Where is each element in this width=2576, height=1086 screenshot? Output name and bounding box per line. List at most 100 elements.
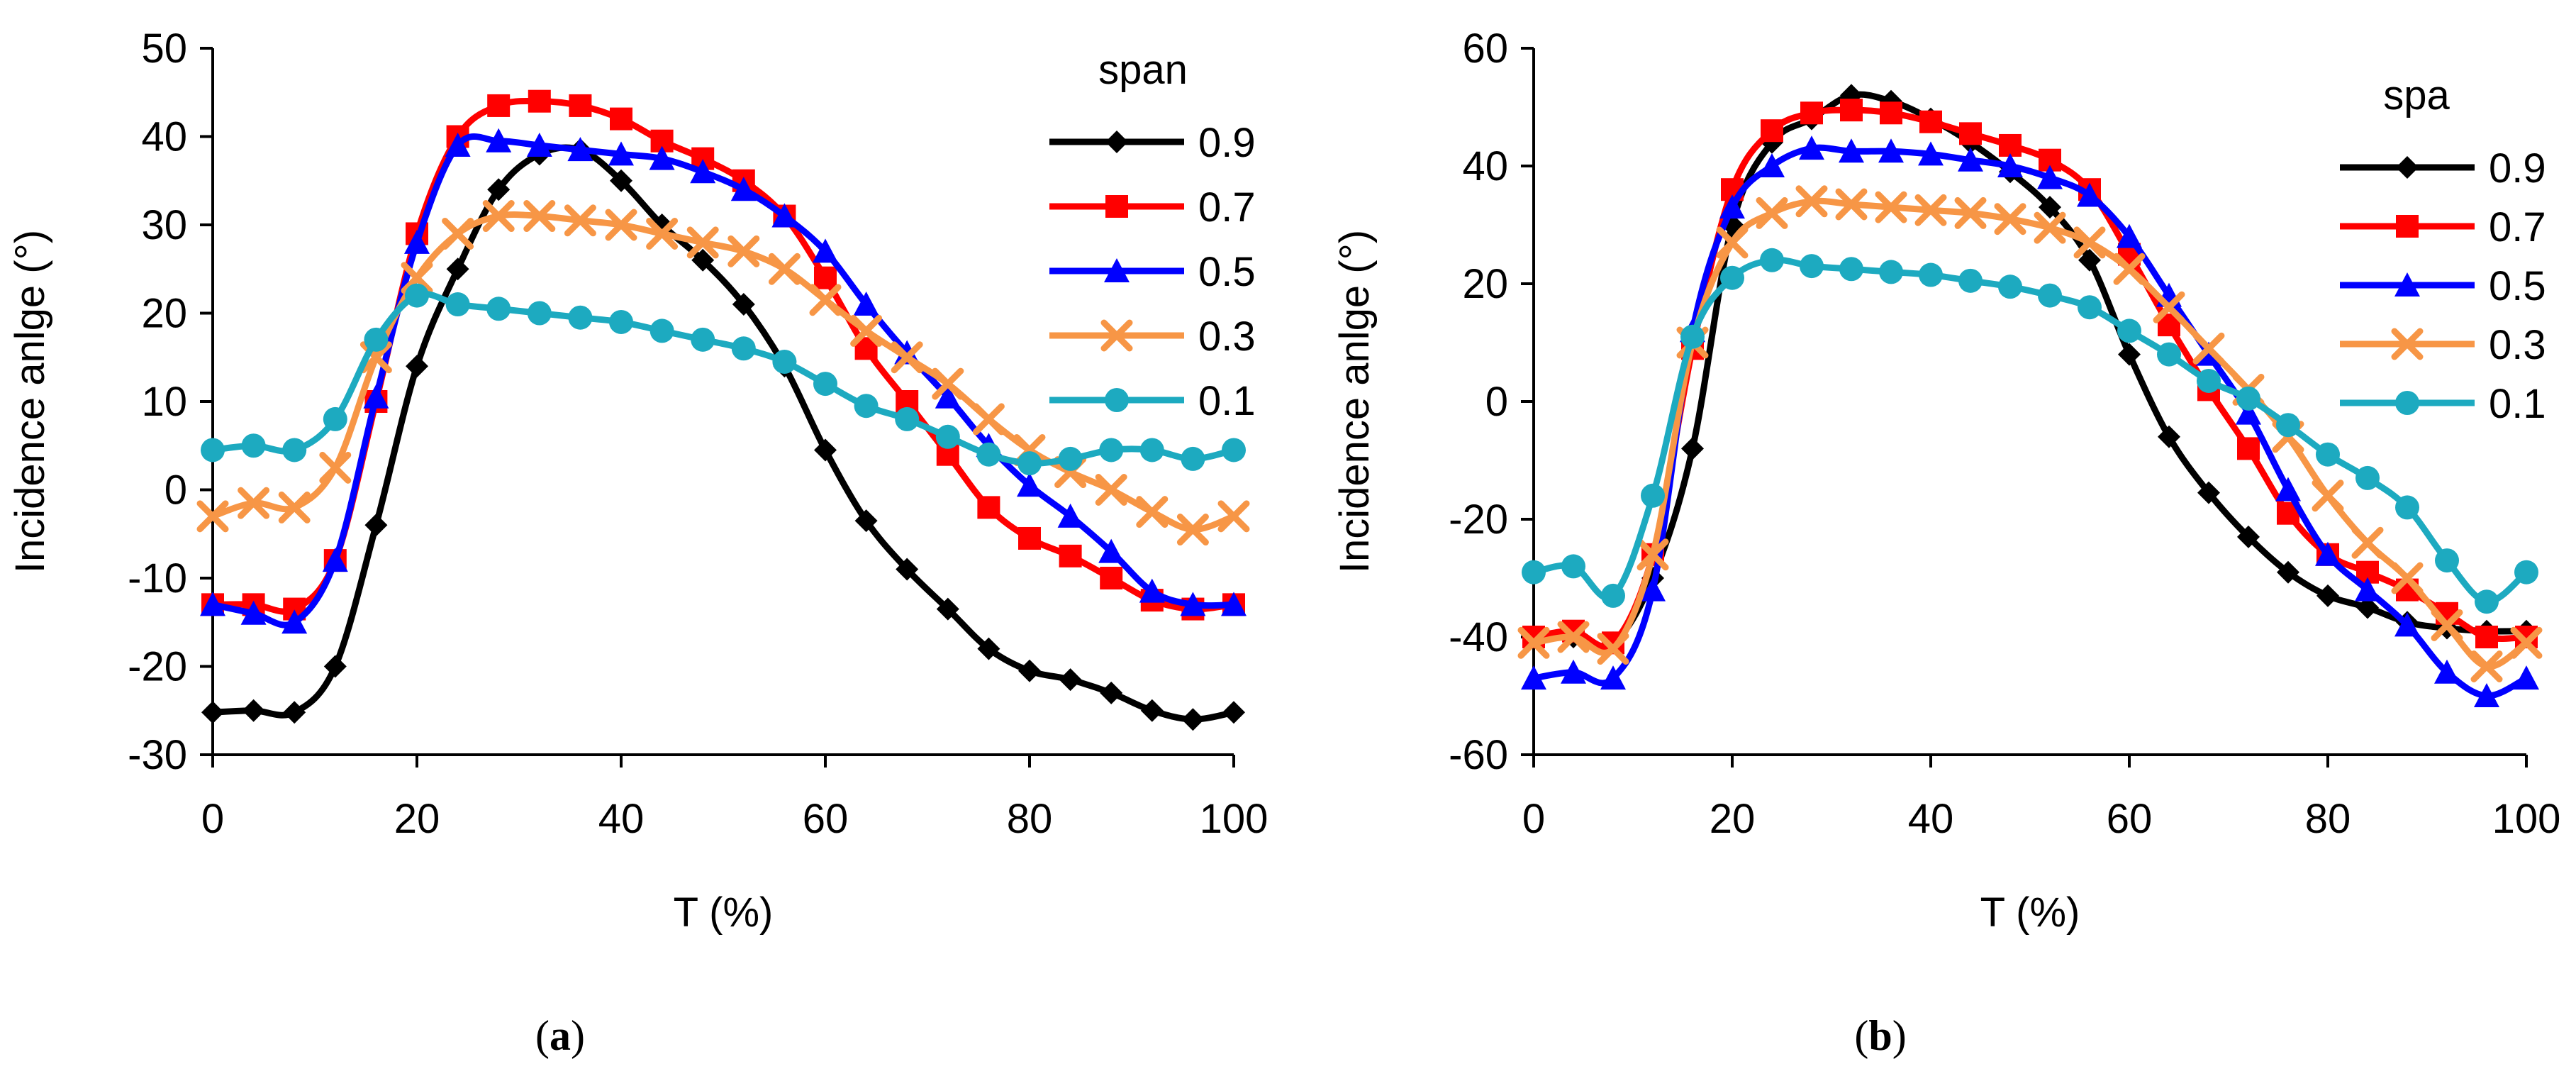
data-point: [1561, 554, 1585, 579]
data-point: [2117, 318, 2141, 343]
data-point: [2431, 609, 2463, 641]
data-point: [1879, 260, 1903, 284]
legend-marker: [1100, 319, 1133, 352]
data-point: [2158, 425, 2180, 448]
data-point: [364, 514, 388, 537]
series-line: [209, 211, 1237, 533]
data-point: [1799, 135, 1824, 160]
data-point: [1176, 514, 1209, 546]
x-tick-label: 20: [1710, 796, 1756, 842]
data-point: [813, 372, 837, 397]
x-tick-label: 100: [2492, 796, 2561, 842]
data-point: [2039, 196, 2061, 219]
data-point: [240, 600, 267, 625]
data-point: [201, 438, 225, 462]
data-point: [323, 406, 347, 431]
data-point: [727, 235, 760, 267]
data-point: [977, 637, 1000, 660]
data-point: [2077, 182, 2102, 207]
data-point: [2391, 562, 2424, 594]
data-point: [1597, 633, 1629, 665]
data-point: [1059, 544, 1082, 567]
data-point: [2316, 442, 2340, 467]
legend-title: span: [1098, 47, 1188, 93]
legend-item: 0.5: [1049, 249, 1256, 295]
data-point: [1018, 659, 1041, 682]
data-point: [686, 226, 719, 259]
data-point: [445, 132, 471, 157]
data-point: [1222, 438, 1246, 462]
data-point: [2117, 223, 2142, 248]
data-point: [1136, 496, 1169, 528]
data-point: [1800, 254, 1824, 279]
data-point: [1795, 185, 1828, 218]
data-point: [850, 314, 883, 347]
y-tick-label: 0: [165, 467, 187, 514]
data-point: [401, 262, 433, 294]
data-point: [1221, 592, 1247, 616]
data-point: [813, 238, 838, 263]
data-point: [1959, 122, 1982, 145]
data-point: [1958, 147, 1983, 172]
y-tick-label: -30: [128, 732, 187, 778]
data-point: [564, 204, 596, 237]
series-0-1: [1522, 248, 2538, 614]
data-point: [2157, 342, 2181, 367]
data-point: [2237, 525, 2260, 548]
data-point: [1222, 701, 1245, 724]
legend-title: spa: [2383, 72, 2450, 118]
legend-label: 0.5: [1198, 249, 1256, 295]
data-point: [1914, 194, 1947, 226]
data-point: [809, 284, 842, 316]
data-point: [2236, 386, 2260, 411]
series-0-5: [1521, 135, 2539, 707]
data-point: [238, 487, 270, 519]
x-tick-label: 100: [1200, 796, 1269, 842]
data-point: [1761, 119, 1783, 143]
data-point: [567, 137, 593, 162]
data-point: [649, 145, 675, 170]
data-point: [2474, 683, 2499, 707]
data-point: [932, 367, 964, 400]
data-point: [2038, 283, 2062, 308]
legend-marker: [1104, 258, 1130, 282]
data-point: [2351, 526, 2384, 559]
panel-label: (b): [1854, 1012, 1906, 1059]
data-point: [445, 292, 470, 317]
legend-label: 0.7: [1198, 184, 1256, 231]
x-axis-label: T (%): [674, 890, 774, 936]
legend-item: 0.9: [1049, 120, 1256, 166]
data-point: [2510, 626, 2543, 659]
data-point: [405, 283, 429, 308]
data-point: [1100, 567, 1123, 589]
data-point: [568, 305, 593, 330]
data-point: [2470, 650, 2503, 682]
data-point: [731, 336, 756, 361]
data-point: [2037, 165, 2063, 189]
x-tick-label: 60: [2107, 796, 2153, 842]
data-point: [2395, 495, 2419, 520]
data-point: [2113, 253, 2146, 285]
panel-label: (a): [535, 1012, 585, 1059]
data-point: [1918, 141, 1944, 166]
data-point: [528, 89, 551, 113]
data-point: [526, 132, 552, 157]
x-tick-label: 80: [1007, 796, 1053, 842]
data-point: [527, 301, 552, 326]
series-0-7: [1522, 99, 2538, 655]
data-point: [896, 558, 919, 581]
legend-label: 0.7: [2489, 204, 2546, 250]
legend-item: 0.1: [1049, 378, 1256, 424]
data-point: [2355, 465, 2380, 490]
legend-label: 0.9: [2489, 145, 2546, 192]
legend-marker: [1105, 131, 1128, 153]
data-point: [1561, 659, 1586, 684]
data-point: [2275, 477, 2301, 502]
data-point: [1139, 578, 1165, 603]
data-point: [2237, 437, 2260, 460]
data-point: [1637, 538, 1669, 571]
data-point: [1878, 138, 1904, 163]
data-point: [814, 266, 837, 289]
legend-label: 0.3: [1198, 314, 1256, 360]
data-point: [2197, 481, 2220, 504]
